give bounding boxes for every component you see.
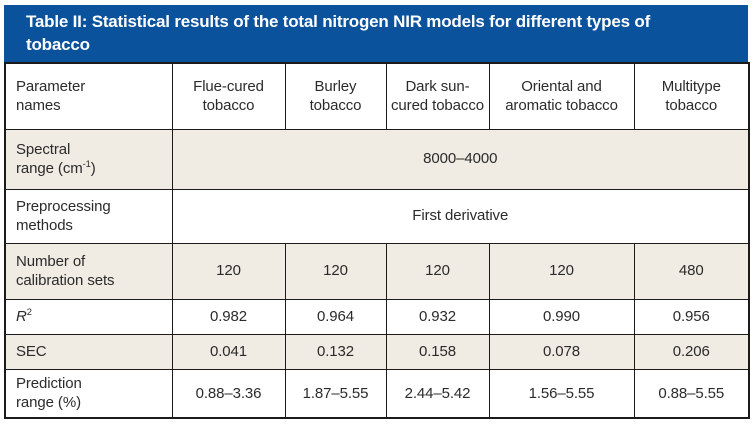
column-header-parameter-names: Parameter names bbox=[4, 62, 173, 130]
value-cell-prediction-range: 1.87–5.55 bbox=[284, 368, 387, 419]
table-row-spectral-range: Spectral range (cm-1) 8000–4000 bbox=[4, 128, 750, 190]
column-header-oriental-and-aromatic-tobacco: Oriental and aromatic tobacco bbox=[488, 62, 635, 130]
merged-value-cell-spectral-range: 8000–4000 bbox=[171, 128, 750, 190]
value-cell-prediction-range: 0.88–3.36 bbox=[171, 368, 286, 419]
value-cell-prediction-range: 2.44–5.42 bbox=[385, 368, 490, 419]
column-header-multitype-tobacco: Multitype tobacco bbox=[633, 62, 750, 130]
value-cell-prediction-range: 0.88–5.55 bbox=[633, 368, 750, 419]
column-header-burley-tobacco: Burley tobacco bbox=[284, 62, 387, 130]
table-row-preprocessing-methods: Preprocessing methods First derivative bbox=[4, 188, 750, 244]
table-row-number-of-calibration-sets: Number of calibration sets 120 120 120 120 480 bbox=[4, 242, 750, 300]
value-cell-r-squared: 0.932 bbox=[385, 298, 490, 335]
results-table: Parameter names Flue-cured tobacco Burley t… bbox=[4, 62, 750, 419]
value-cell-number-of-calibration-sets: 480 bbox=[633, 242, 750, 300]
parameter-name-cell-number-of-calibration-sets: Number of calibration sets bbox=[4, 242, 173, 300]
parameter-name-cell-prediction-range: Prediction range (%) bbox=[4, 368, 173, 419]
column-header-row: Parameter names Flue-cured tobacco Burley t… bbox=[4, 62, 750, 130]
column-header-flue-cured-tobacco: Flue-cured tobacco bbox=[171, 62, 286, 130]
parameter-name-cell-sec: SEC bbox=[4, 333, 173, 370]
table-row-sec: SEC 0.041 0.132 0.158 0.078 0.206 bbox=[4, 333, 750, 370]
value-cell-number-of-calibration-sets: 120 bbox=[284, 242, 387, 300]
parameter-name-cell-spectral-range: Spectral range (cm-1) bbox=[4, 128, 173, 190]
value-cell-r-squared: 0.982 bbox=[171, 298, 286, 335]
value-cell-r-squared: 0.956 bbox=[633, 298, 750, 335]
table-title: Table II: Statistical results of the tot… bbox=[26, 12, 651, 54]
column-header-dark-sun-cured-tobacco: Dark sun-cured tobacco bbox=[385, 62, 490, 130]
table-title-bar: Table II: Statistical results of the tot… bbox=[4, 5, 748, 62]
table-header: Parameter names Flue-cured tobacco Burley t… bbox=[4, 62, 750, 130]
parameter-name-cell-preprocessing-methods: Preprocessing methods bbox=[4, 188, 173, 244]
value-cell-sec: 0.158 bbox=[385, 333, 490, 370]
value-cell-sec: 0.206 bbox=[633, 333, 750, 370]
value-cell-sec: 0.041 bbox=[171, 333, 286, 370]
parameter-name-cell-r-squared: R2 bbox=[4, 298, 173, 335]
value-cell-prediction-range: 1.56–5.55 bbox=[488, 368, 635, 419]
value-cell-number-of-calibration-sets: 120 bbox=[488, 242, 635, 300]
value-cell-sec: 0.132 bbox=[284, 333, 387, 370]
table-panel: Table II: Statistical results of the tot… bbox=[4, 5, 750, 419]
value-cell-r-squared: 0.964 bbox=[284, 298, 387, 335]
value-cell-r-squared: 0.990 bbox=[488, 298, 635, 335]
table-body: Spectral range (cm-1) 8000–4000 Preprocessi… bbox=[4, 128, 750, 419]
merged-value-cell-preprocessing-methods: First derivative bbox=[171, 188, 750, 244]
value-cell-number-of-calibration-sets: 120 bbox=[171, 242, 286, 300]
value-cell-number-of-calibration-sets: 120 bbox=[385, 242, 490, 300]
value-cell-sec: 0.078 bbox=[488, 333, 635, 370]
table-row-prediction-range: Prediction range (%) 0.88–3.36 1.87–5.55 2.4… bbox=[4, 368, 750, 419]
table-row-r-squared: R2 0.982 0.964 0.932 0.990 0.956 bbox=[4, 298, 750, 335]
